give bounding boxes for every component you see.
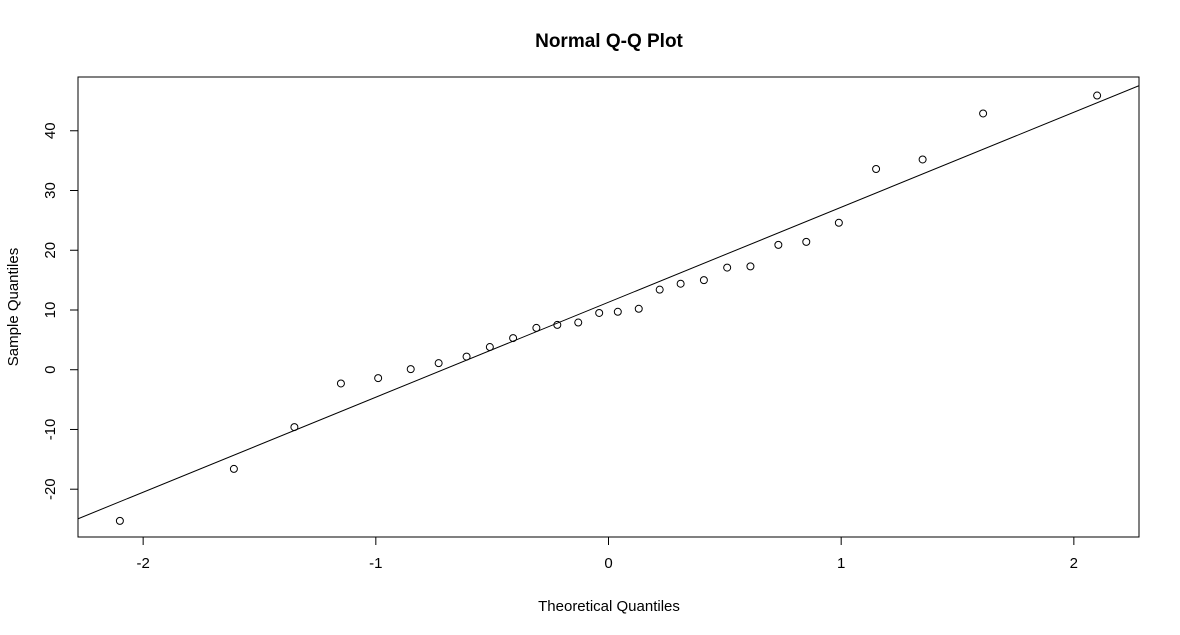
reference-line [78,85,1139,520]
x-tick-label: 1 [837,555,845,572]
data-point [595,308,604,317]
data-point [918,155,927,164]
x-tick-label: -1 [369,555,382,572]
y-tick-label: 10 [42,302,59,319]
y-tick-label: -10 [42,419,59,441]
y-tick-label: 40 [42,122,59,139]
y-tick-label: -20 [42,478,59,500]
data-point [802,237,811,246]
x-tick-label: -2 [136,555,149,572]
data-point [834,218,843,227]
x-axis: -2 -1 0 1 2 [136,536,1078,572]
data-point [979,109,988,118]
data-point [462,352,471,361]
data-point [115,516,124,525]
x-axis-label: Theoretical Quantiles [538,598,680,615]
y-tick-label: 20 [42,242,59,259]
data-point [574,318,583,327]
y-axis: -20 -10 0 10 20 30 40 [42,122,79,500]
data-point [406,365,415,374]
data-point [699,276,708,285]
chart-title: Normal Q-Q Plot [535,31,683,52]
data-point [336,379,345,388]
data-point [676,279,685,288]
data-point [613,307,622,316]
data-point [655,285,664,294]
data-point [634,304,643,313]
data-point [374,374,383,383]
x-tick-label: 0 [604,555,612,572]
data-point [553,320,562,329]
data-point [532,323,541,332]
y-tick-label: 0 [42,366,59,374]
data-point [1093,91,1102,100]
data-points [115,91,1102,525]
data-point [746,262,755,271]
data-point [872,165,881,173]
y-tick-label: 30 [42,182,59,199]
x-tick-label: 2 [1070,555,1078,572]
data-point [434,359,443,368]
data-point [485,343,494,352]
data-point [723,263,732,272]
data-point [509,334,518,343]
y-axis-label: Sample Quantiles [5,248,22,366]
data-point [774,240,783,249]
data-point [229,464,238,473]
data-point [290,423,299,432]
